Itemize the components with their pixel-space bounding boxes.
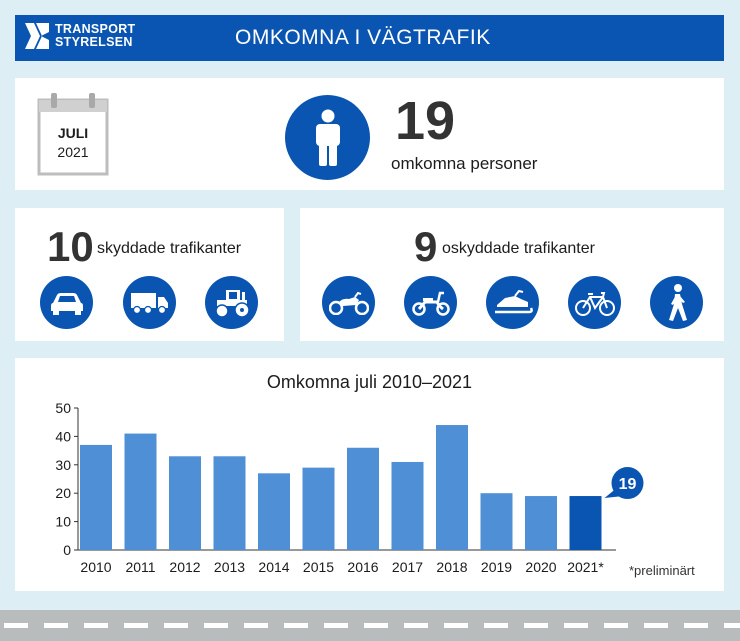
total-fatalities: 19 bbox=[395, 91, 456, 151]
y-tick-label: 0 bbox=[63, 542, 71, 558]
calendar-month: JULI bbox=[57, 125, 89, 141]
callout-bubble bbox=[611, 467, 644, 500]
protected-label: skyddade trafikanter bbox=[97, 240, 242, 257]
logo-icon bbox=[25, 23, 49, 49]
chart-panel: Omkomna juli 2010–2021 0 10 20 30 40 50 2010 20… bbox=[15, 358, 724, 591]
callout-value: 19 bbox=[619, 476, 637, 493]
bar-2018 bbox=[436, 425, 468, 550]
x-tick-label: 2012 bbox=[169, 559, 200, 575]
y-tick-label: 50 bbox=[55, 400, 71, 416]
bar-2021 bbox=[569, 496, 602, 550]
x-tick-label: 2015 bbox=[303, 559, 334, 575]
calendar-icon: JULI 2021 bbox=[37, 92, 109, 176]
summary-panel: JULI 2021 19 omkomna personer bbox=[15, 78, 724, 190]
x-tick-label: 2014 bbox=[258, 559, 289, 575]
x-tick-label: 2011 bbox=[125, 559, 155, 575]
bar-chart: 0 10 20 30 40 50 2010 2011 2012 2013 2014 2015 2016 2… bbox=[55, 400, 644, 575]
bar-2014 bbox=[258, 473, 290, 550]
x-tick-label: 2013 bbox=[214, 559, 245, 575]
tractor-icon bbox=[205, 276, 258, 329]
x-tick-label: 2021* bbox=[567, 559, 604, 575]
page-title: OMKOMNA I VÄGTRAFIK bbox=[235, 26, 491, 49]
x-tick-label: 2019 bbox=[481, 559, 512, 575]
bar-2010 bbox=[80, 444, 112, 550]
motorcycle-icon bbox=[322, 276, 375, 329]
car-icon bbox=[40, 276, 93, 329]
bicycle-icon bbox=[568, 276, 621, 329]
bar-2013 bbox=[213, 456, 246, 550]
total-label: omkomna personer bbox=[391, 154, 538, 173]
chart-title: Omkomna juli 2010–2021 bbox=[266, 372, 473, 392]
snowmobile-icon bbox=[486, 276, 539, 329]
header-bar: TRANSPORT STYRELSEN OMKOMNA I VÄGTRAFIK bbox=[15, 15, 724, 61]
y-tick-label: 10 bbox=[55, 514, 71, 530]
road-decoration bbox=[0, 610, 740, 641]
x-tick-label: 2010 bbox=[80, 559, 111, 575]
preliminary-note: *preliminärt bbox=[629, 563, 695, 578]
x-tick-label: 2016 bbox=[347, 559, 378, 575]
unprotected-count: 9 bbox=[414, 223, 438, 270]
moped-icon bbox=[404, 276, 457, 329]
protected-panel: 10 skyddade trafikanter bbox=[15, 208, 284, 341]
logo-line1: TRANSPORT bbox=[55, 22, 136, 36]
bar-2019 bbox=[480, 493, 513, 550]
bar-2011 bbox=[124, 433, 157, 550]
x-tick-label: 2020 bbox=[525, 559, 556, 575]
y-tick-label: 40 bbox=[55, 428, 71, 444]
protected-count: 10 bbox=[47, 223, 94, 270]
person-icon bbox=[285, 95, 370, 180]
bar-2020 bbox=[525, 496, 557, 550]
bar-2012 bbox=[169, 456, 201, 550]
pedestrian-icon bbox=[650, 276, 703, 329]
bar-2017 bbox=[391, 461, 424, 550]
bar-2016 bbox=[347, 447, 379, 550]
truck-icon bbox=[123, 276, 176, 329]
logo-line2: STYRELSEN bbox=[55, 35, 133, 49]
unprotected-label: oskyddade trafikanter bbox=[442, 240, 595, 257]
x-tick-label: 2017 bbox=[392, 559, 423, 575]
y-tick-label: 30 bbox=[55, 457, 71, 473]
unprotected-panel: 9 oskyddade trafikanter bbox=[300, 208, 724, 341]
transportstyrelsen-logo: TRANSPORT STYRELSEN bbox=[25, 23, 135, 49]
calendar-year: 2021 bbox=[57, 144, 89, 160]
x-tick-label: 2018 bbox=[436, 559, 467, 575]
y-tick-label: 20 bbox=[55, 485, 71, 501]
bar-2015 bbox=[302, 467, 335, 550]
